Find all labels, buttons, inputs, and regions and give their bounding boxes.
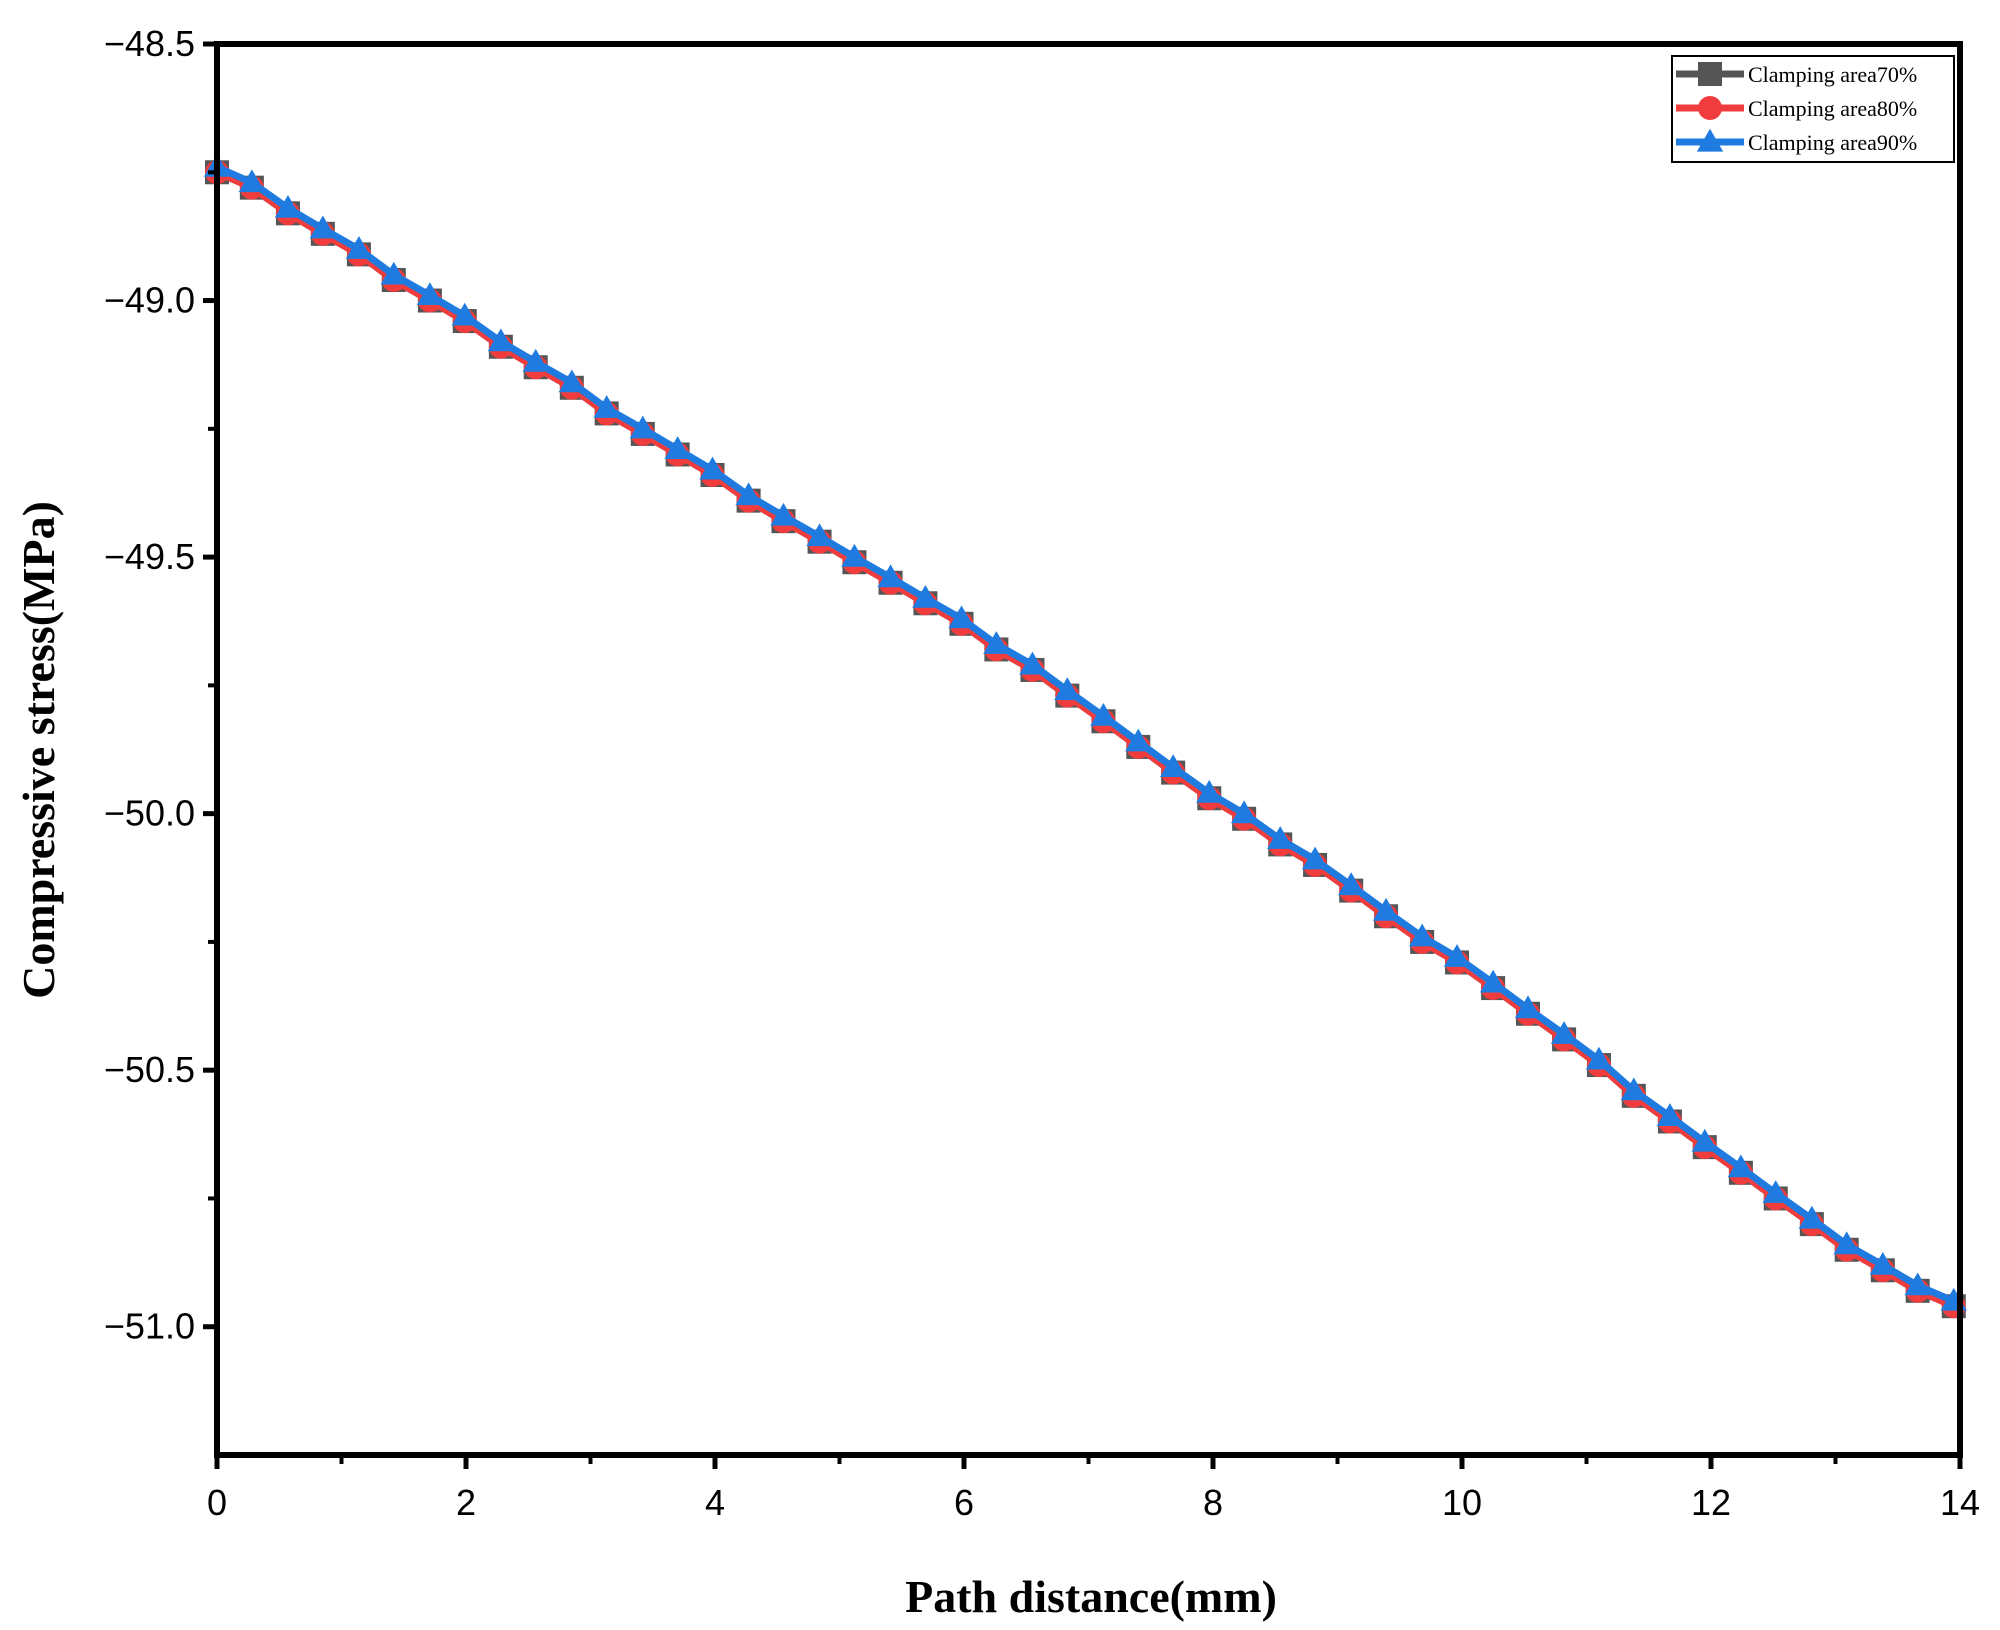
data-point [1019,651,1046,675]
data-point [274,194,302,218]
data-point [735,482,762,506]
x-tick-label: 2 [456,1482,476,1523]
y-tick-label: −50.5 [104,1049,195,1090]
data-point [238,169,266,193]
data-point [877,564,904,588]
data-point [806,523,833,547]
data-point [522,348,549,372]
y-tick-label: −50.0 [104,793,195,834]
data-point [1267,826,1294,849]
series-line [215,163,1956,1305]
data-point [416,282,444,306]
legend-label: Clamping area80% [1748,96,1917,121]
y-tick-label: −51.0 [104,1306,195,1347]
data-point [1125,728,1152,752]
plot-frame [214,41,1963,1458]
data-point [1054,677,1081,701]
data-point [1727,1154,1755,1178]
legend-marker [1698,96,1722,120]
x-tick-label: 0 [207,1482,227,1523]
x-axis-title: Path distance(mm) [905,1571,1277,1622]
series-layer [203,153,1967,1319]
data-point [558,369,586,393]
data-point [1479,969,1507,993]
data-point [770,502,797,526]
data-point [593,395,620,418]
data-point [1833,1231,1860,1255]
legend-item: Clamping area70% [1676,62,1917,87]
data-point [1869,1251,1897,1275]
y-tick-label: −48.5 [104,23,195,64]
legend-marker [1698,62,1722,86]
data-point [1443,944,1471,967]
data-point [983,631,1010,654]
data-point [1159,754,1187,778]
y-tick-label: −49.5 [104,536,195,577]
data-point [1762,1180,1789,1203]
legend-marker [1696,128,1724,152]
x-tick-label: 4 [705,1482,725,1523]
series-3 [203,153,1967,1311]
data-point [1408,923,1436,947]
x-tick-label: 12 [1691,1482,1731,1523]
data-point [1904,1272,1931,1296]
data-point [1514,995,1542,1019]
x-tick-label: 10 [1442,1482,1482,1523]
x-tick-label: 6 [954,1482,974,1523]
legend-item: Clamping area80% [1676,96,1917,121]
data-point [1196,779,1223,803]
data-point [1691,1128,1718,1152]
data-point [948,605,975,629]
data-point [1090,702,1117,726]
data-point [1620,1077,1648,1101]
data-point [345,236,373,259]
data-point [451,302,478,326]
data-point [1798,1205,1826,1229]
legend-label: Clamping area90% [1748,130,1917,155]
y-tick-label: −49.0 [104,280,195,321]
data-point [487,328,515,352]
data-point [1301,846,1329,870]
x-tick-label: 8 [1203,1482,1223,1523]
y-axis-title: Compressive stress(MPa) [13,501,64,999]
data-point [629,415,656,439]
legend-item: Clamping area90% [1676,128,1917,155]
data-point [1230,800,1258,824]
legend: Clamping area70% Clamping area80% Clamping… [1671,55,1955,163]
data-point [699,456,726,480]
data-point [380,261,407,285]
data-point [309,215,337,239]
data-point [1337,872,1365,896]
legend-label: Clamping area70% [1748,62,1917,87]
axes-layer: 0 2 4 6 8 10 12 14 −48.5 −49.0 −49.5 −50.0 −50.5 −51.… [104,23,1980,1523]
data-point [841,543,868,567]
data-point [1656,1103,1684,1126]
data-point [1550,1021,1578,1044]
data-point [664,436,691,459]
data-point [912,584,939,608]
x-tick-label: 14 [1940,1482,1980,1523]
data-point [1372,897,1400,921]
data-point [1585,1046,1613,1070]
